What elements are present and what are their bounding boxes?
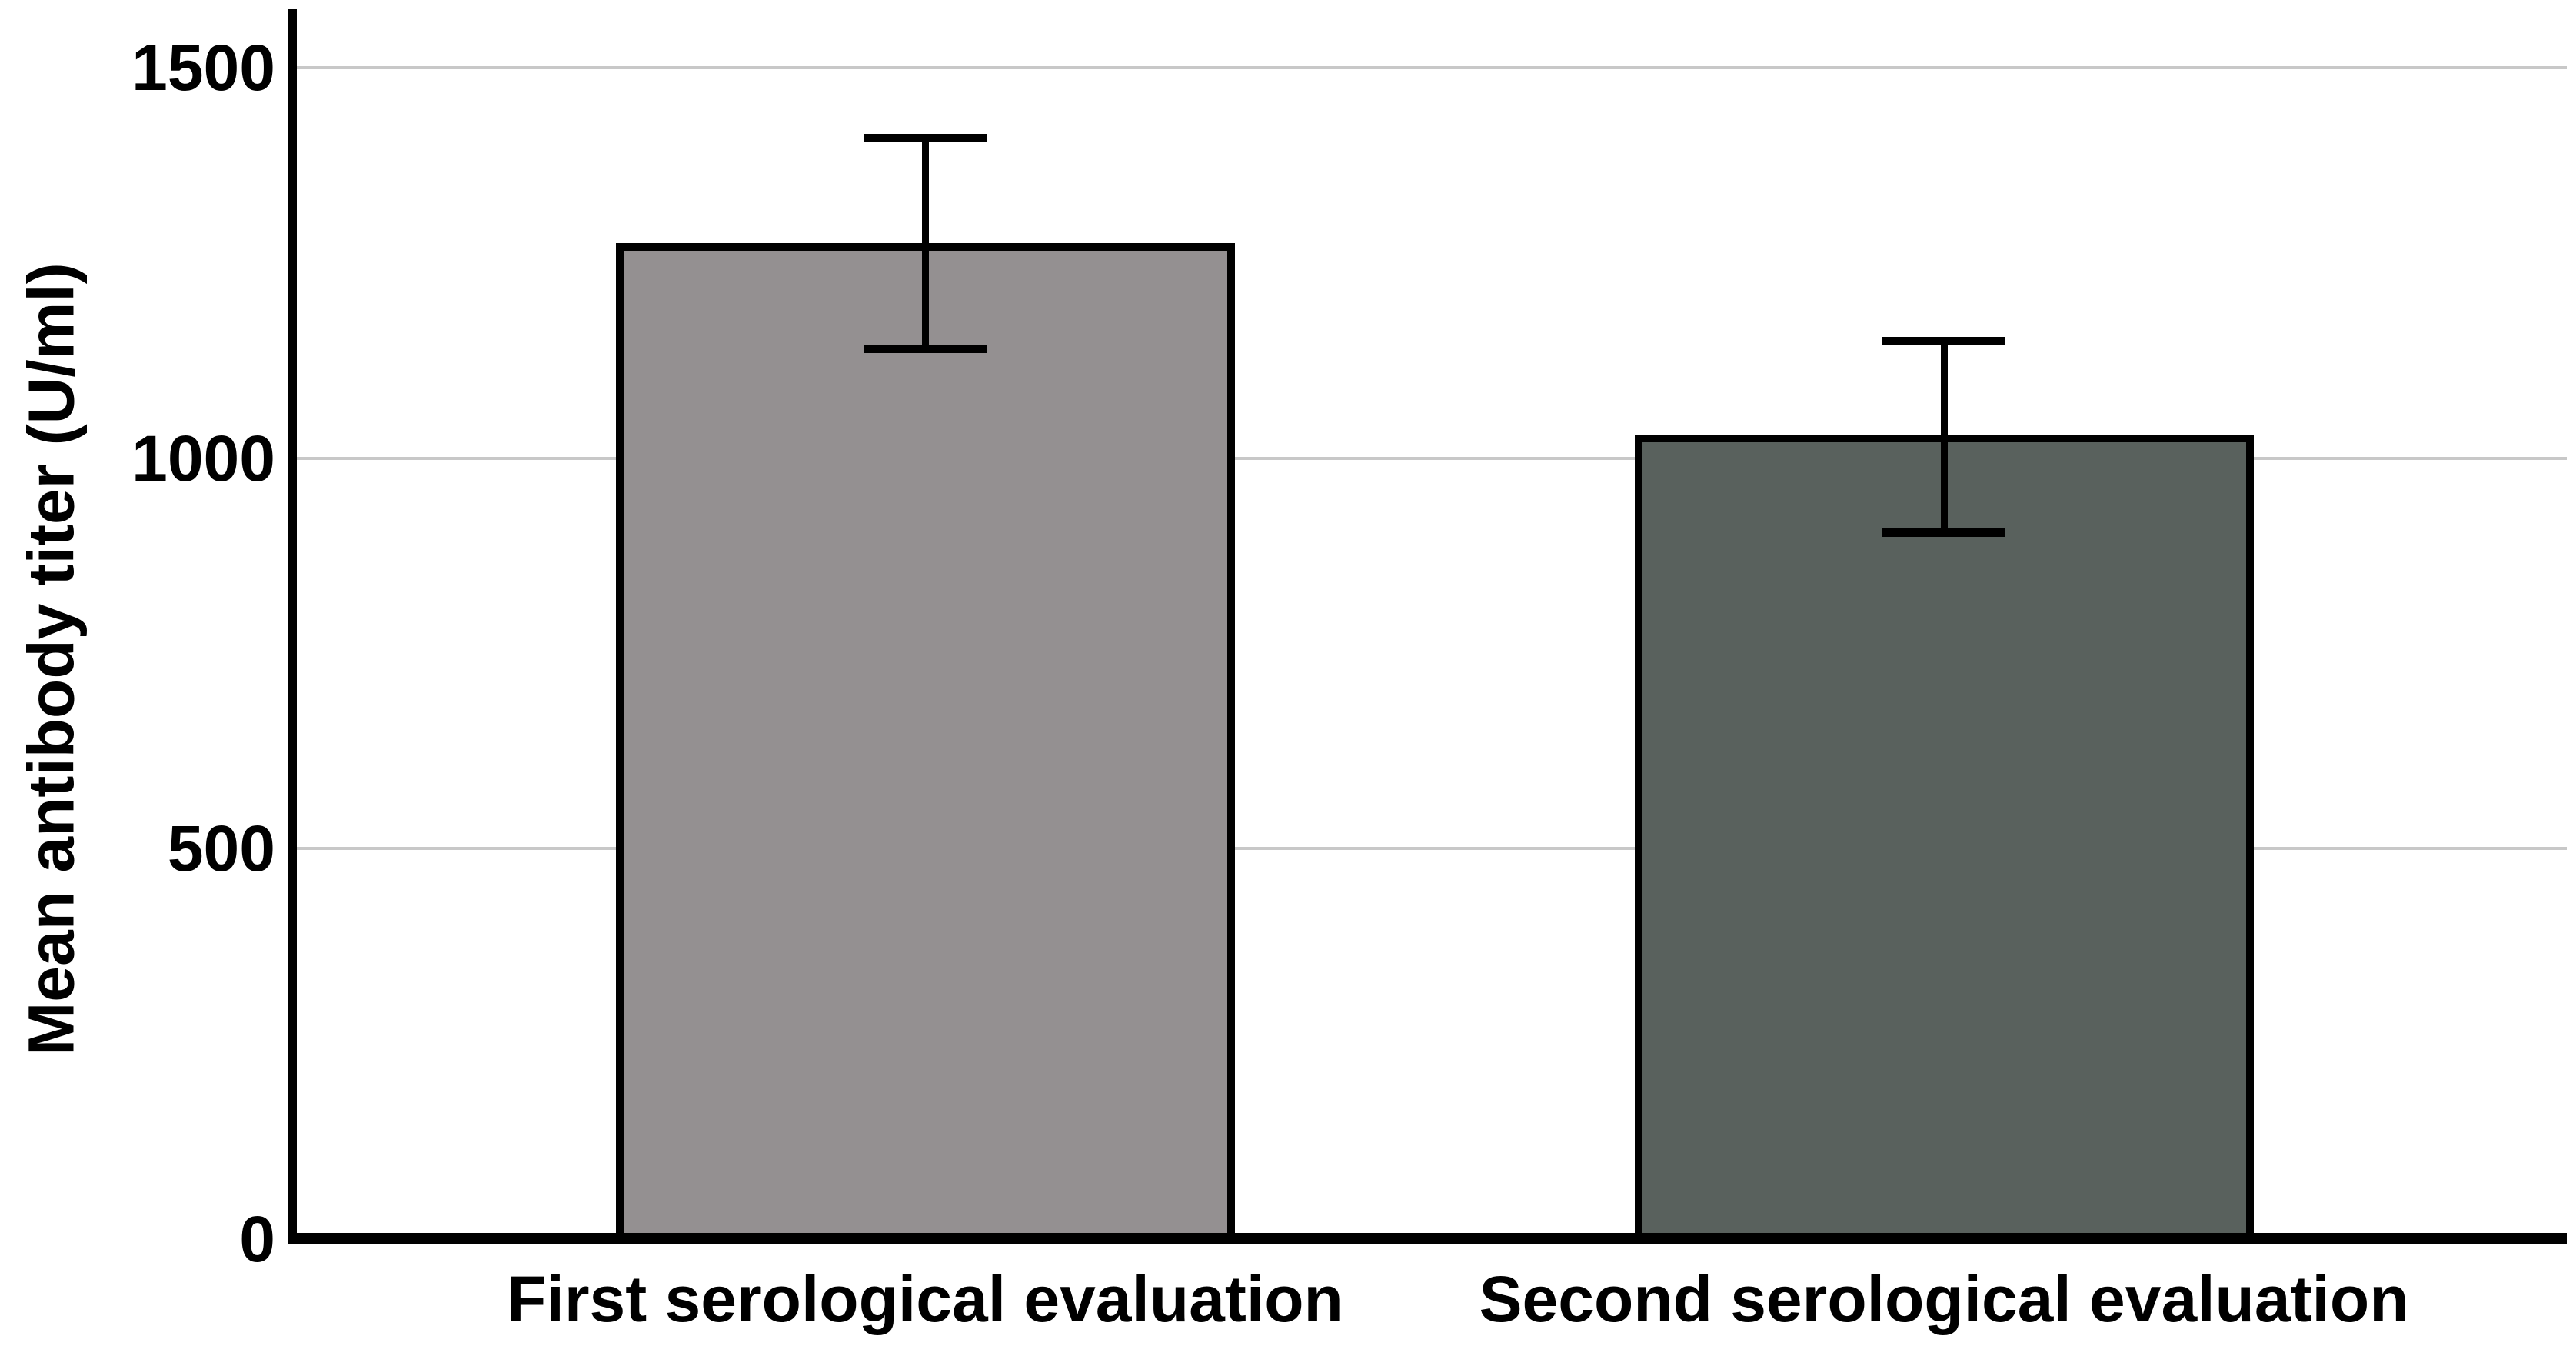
error-bar-cap-bottom-first-serological-evaluation — [864, 345, 987, 354]
gridline-1500 — [297, 66, 2567, 69]
error-bar-cap-top-first-serological-evaluation — [864, 133, 987, 142]
error-bar-stem-first-serological-evaluation — [921, 138, 929, 349]
error-bar-cap-top-second-serological-evaluation — [1882, 336, 2005, 345]
error-bar-stem-second-serological-evaluation — [1940, 341, 1948, 533]
y-tick-label-0: 0 — [239, 1203, 275, 1275]
y-tick-label-1000: 1000 — [131, 421, 275, 495]
error-bar-cap-bottom-second-serological-evaluation — [1882, 528, 2005, 537]
y-axis-line — [288, 9, 297, 1244]
y-tick-label-500: 500 — [167, 812, 275, 885]
gridline-1000 — [297, 456, 2567, 460]
y-tick-label-1500: 1500 — [131, 32, 275, 104]
bar-first-serological-evaluation — [615, 243, 1235, 1243]
bar-second-serological-evaluation — [1634, 435, 2254, 1243]
category-label-second-serological-evaluation: Second serological evaluation — [1479, 1263, 2409, 1335]
gridline-500 — [297, 847, 2567, 851]
x-axis-line — [288, 1233, 2567, 1244]
category-label-first-serological-evaluation: First serological evaluation — [507, 1263, 1343, 1335]
